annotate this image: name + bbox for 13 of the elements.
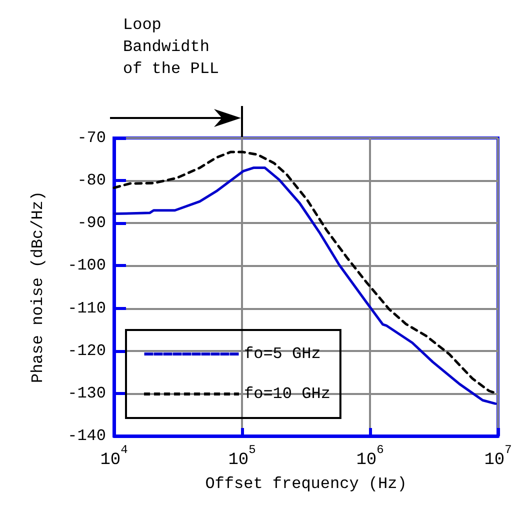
legend-label: fo=10 GHz: [244, 385, 330, 403]
y-tick-label: -110: [68, 299, 106, 318]
x-axis-title: Offset frequency (Hz): [205, 475, 407, 493]
y-tick-label: -100: [68, 256, 106, 275]
y-tick-label: -70: [77, 129, 106, 147]
text: Loop Bandwidth of the PLL: [123, 16, 220, 78]
y-axis-title: Phase noise (dBc/Hz): [29, 190, 47, 384]
y-tick-label: -120: [68, 342, 106, 360]
y-tick-label: -140: [68, 427, 106, 445]
y-tick-label: -90: [77, 214, 106, 232]
legend-label: fo=5 GHz: [244, 345, 321, 363]
y-tick-label: -130: [68, 384, 106, 402]
y-tick-label: -80: [77, 172, 106, 190]
